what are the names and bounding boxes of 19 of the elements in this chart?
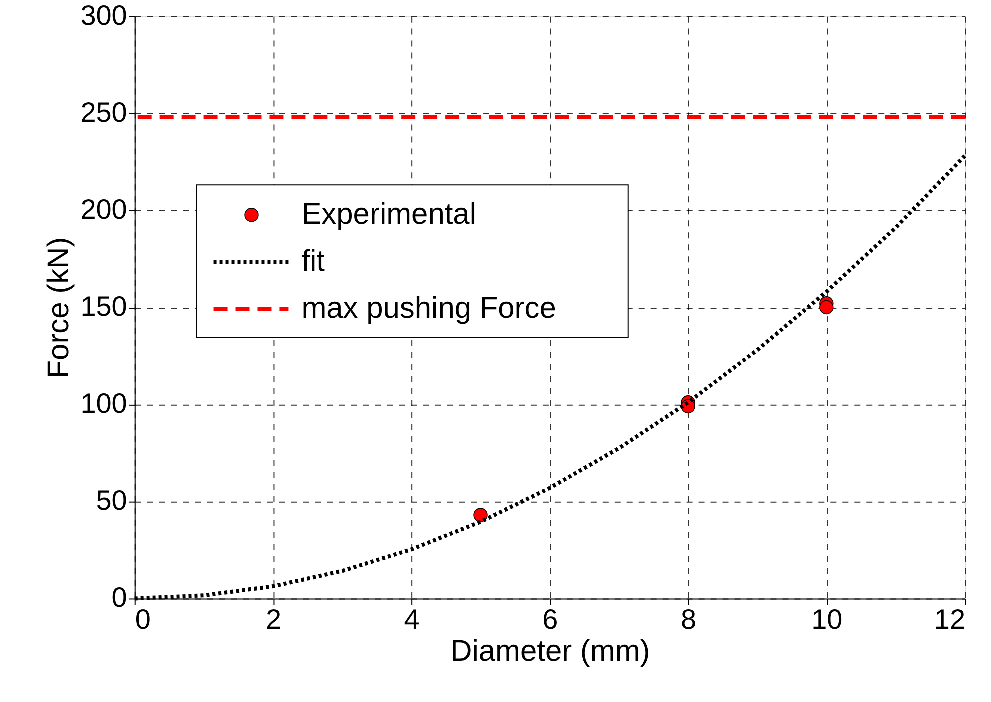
y-tick-label: 250 — [80, 96, 128, 128]
x-tick-label: 10 — [812, 604, 843, 636]
x-tick-label: 2 — [266, 604, 282, 636]
x-tick-label: 6 — [542, 604, 558, 636]
y-tick-label: 300 — [80, 0, 128, 31]
legend-label: max pushing Force — [302, 292, 556, 326]
legend-label: Experimental — [302, 198, 477, 232]
y-axis-title: Force (kN) — [42, 237, 76, 379]
x-tick-label: 4 — [404, 604, 420, 636]
y-tick-label: 100 — [80, 388, 128, 420]
x-tick-label: 12 — [934, 604, 966, 636]
x-axis-title: Diameter (mm) — [450, 635, 650, 668]
x-tick-label: 8 — [681, 604, 697, 636]
y-tick-label: 150 — [80, 291, 128, 322]
legend-label: fit — [302, 245, 326, 278]
x-tick-label: 0 — [135, 604, 151, 636]
y-tick-label: 200 — [80, 194, 128, 225]
y-tick-label: 50 — [96, 485, 128, 516]
y-tick-label: 0 — [112, 582, 128, 614]
